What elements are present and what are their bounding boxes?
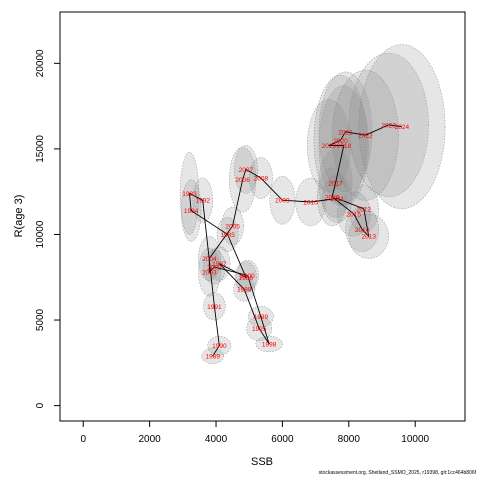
year-label-2004: 2004 bbox=[202, 256, 217, 263]
trajectory-layer bbox=[188, 124, 402, 357]
x-tick-label-4000: 4000 bbox=[205, 434, 228, 445]
y-tick-label-0: 0 bbox=[35, 402, 46, 408]
year-label-2015: 2015 bbox=[347, 211, 362, 218]
y-tick-label-15000: 15000 bbox=[35, 135, 46, 163]
year-label-2022: 2022 bbox=[358, 133, 373, 140]
x-tick-label-8000: 8000 bbox=[338, 434, 361, 445]
year-label-1989: 1989 bbox=[205, 353, 220, 360]
footer-source: stockassessment.org, Shetland_SSMO_2025,… bbox=[318, 470, 476, 476]
year-label-1998: 1998 bbox=[262, 341, 277, 348]
year-label-2003: 2003 bbox=[202, 270, 217, 277]
year-label-1984: 1984 bbox=[184, 208, 199, 215]
y-tick-label-5000: 5000 bbox=[35, 308, 46, 331]
year-label-2023: 2023 bbox=[381, 122, 396, 129]
year-label-2011: 2011 bbox=[330, 196, 344, 203]
year-label-1986: 1986 bbox=[239, 275, 254, 282]
year-label-2020: 2020 bbox=[333, 138, 348, 145]
plot-frame bbox=[59, 11, 466, 422]
year-label-2000: 2000 bbox=[240, 273, 255, 280]
year-label-2012: 2012 bbox=[357, 206, 372, 213]
year-label-1990: 1990 bbox=[212, 343, 227, 350]
year-label-1995: 1995 bbox=[252, 326, 267, 333]
year-label-2017: 2017 bbox=[328, 181, 343, 188]
x-tick-label-0: 0 bbox=[80, 434, 86, 445]
ellipse-2024 bbox=[358, 44, 446, 210]
y-tick-label-20000: 20000 bbox=[35, 49, 46, 77]
year-label-1987: 1987 bbox=[212, 261, 227, 268]
y-axis-label: R(age 3) bbox=[13, 195, 25, 238]
trajectory-line bbox=[188, 124, 402, 357]
year-label-2002: 2002 bbox=[207, 264, 222, 271]
year-label-2016: 2016 bbox=[325, 194, 340, 201]
x-axis-label: SSB bbox=[251, 456, 273, 468]
y-tick-label-10000: 10000 bbox=[35, 220, 46, 248]
year-label-2005: 2005 bbox=[225, 223, 240, 230]
year-label-1988: 1988 bbox=[237, 287, 252, 294]
year-label-2010: 2010 bbox=[303, 199, 318, 206]
year-label-1983: 1983 bbox=[182, 191, 197, 198]
year-label-2024: 2024 bbox=[395, 124, 410, 131]
year-label-1985: 1985 bbox=[220, 232, 235, 239]
x-tick-label-6000: 6000 bbox=[271, 434, 294, 445]
year-label-2019: 2019 bbox=[322, 143, 337, 150]
year-label-2008: 2008 bbox=[254, 175, 269, 182]
year-label-1991: 1991 bbox=[207, 304, 222, 311]
year-label-2013: 2013 bbox=[361, 234, 376, 241]
year-label-1992: 1992 bbox=[196, 198, 211, 205]
year-label-2006: 2006 bbox=[235, 177, 250, 184]
x-tick-label-10000: 10000 bbox=[401, 434, 429, 445]
year-label-1999: 1999 bbox=[254, 314, 269, 321]
year-label-2014: 2014 bbox=[355, 227, 370, 234]
year-label-layer: 1983 1984 1985 1986 1987 1988 1989 1990 1991 1992… bbox=[182, 122, 409, 360]
x-tick-label-2000: 2000 bbox=[139, 434, 162, 445]
year-label-2007: 2007 bbox=[239, 167, 254, 174]
year-label-2009: 2009 bbox=[275, 198, 290, 205]
year-label-2021: 2021 bbox=[338, 129, 353, 136]
year-label-2018: 2018 bbox=[337, 143, 352, 150]
